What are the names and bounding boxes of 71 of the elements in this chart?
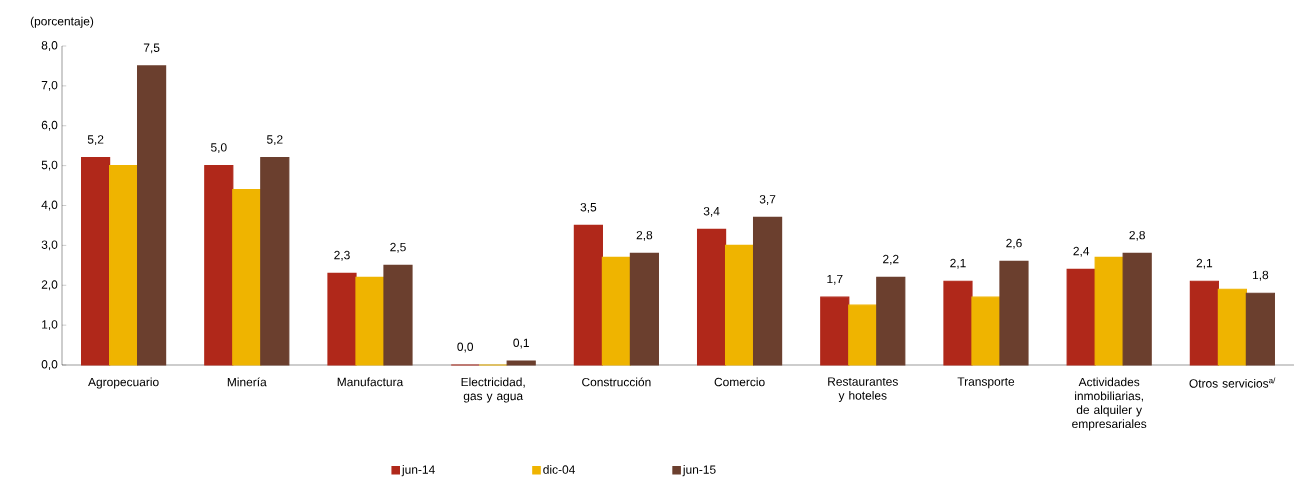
- data-label: 0,0: [457, 342, 474, 353]
- data-label: 3,4: [703, 206, 720, 217]
- data-label: 1,8: [1252, 270, 1269, 281]
- bar: [999, 260, 1029, 366]
- data-label: 7,5: [143, 43, 160, 54]
- data-label: 2,3: [334, 250, 350, 261]
- data-label: 0,1: [513, 338, 529, 349]
- bar: [1066, 268, 1096, 366]
- data-label: 2,8: [636, 230, 653, 241]
- data-label: 2,6: [1006, 238, 1022, 249]
- bar: [1094, 256, 1124, 366]
- x-tick-label: Electricidad, gas y agua: [461, 377, 525, 403]
- y-tick-label: 4,0: [41, 200, 58, 211]
- bar: [876, 276, 906, 366]
- y-tick-label: 2,0: [41, 280, 58, 291]
- data-label: 5,0: [210, 143, 227, 154]
- legend-label: dic-04: [543, 465, 575, 474]
- data-label: 5,2: [87, 135, 104, 146]
- y-tick-label: 6,0: [41, 120, 58, 131]
- bar: [109, 165, 139, 366]
- bar: [1217, 288, 1247, 366]
- bar: [820, 296, 850, 366]
- y-tick-label: 3,0: [41, 240, 58, 251]
- bar: [752, 216, 783, 366]
- data-label: 1,7: [827, 274, 843, 285]
- x-tick-label: Transporte: [957, 377, 1015, 389]
- y-tick-label: 1,0: [42, 320, 58, 331]
- x-tick-label: Comercio: [714, 377, 765, 387]
- bar: [81, 157, 111, 366]
- y-tick-label: 7,0: [41, 80, 58, 91]
- bar: [848, 304, 878, 366]
- y-axis-title: (porcentaje): [30, 16, 94, 28]
- x-tick-label: Actividades inmobiliarias, de alquiler y empresariales: [1072, 377, 1147, 431]
- bar: [601, 256, 631, 366]
- x-tick-label: Manufactura: [337, 377, 404, 387]
- y-tick-label: 0,0: [41, 360, 58, 370]
- bar: [696, 228, 727, 366]
- data-label: 2,1: [1196, 258, 1213, 269]
- y-tick-label: 8,0: [41, 41, 58, 51]
- bar: [943, 280, 973, 366]
- legend-label: jun-14: [401, 465, 435, 477]
- bar: [137, 65, 167, 366]
- bar: [724, 244, 755, 366]
- bar: [1189, 280, 1219, 366]
- bar: [971, 296, 1001, 366]
- legend-label: jun-15: [682, 465, 716, 477]
- bar: [260, 157, 290, 366]
- bar: [1122, 252, 1152, 366]
- bar: [629, 252, 659, 366]
- bar: [327, 272, 357, 366]
- bar: [506, 360, 536, 366]
- x-tick-label: Agropecuario: [88, 377, 159, 389]
- y-tick-label: 5,0: [41, 160, 58, 171]
- data-label: 2,2: [883, 254, 899, 265]
- bar: [573, 224, 603, 366]
- data-label: 2,5: [390, 242, 406, 253]
- x-tick-label: Restaurantes y hoteles: [828, 377, 898, 403]
- x-tick-label: Otros servicios$^{a/}$: [1189, 377, 1276, 388]
- bar: [383, 264, 413, 366]
- bar: [355, 276, 385, 366]
- data-label: 2,1: [950, 258, 966, 269]
- data-label: 3,7: [759, 195, 776, 205]
- x-tick-label: Construcción: [582, 377, 651, 387]
- data-label: 2,4: [1073, 246, 1090, 257]
- data-label: 3,5: [580, 202, 597, 213]
- x-tick-label: Minería: [227, 377, 267, 387]
- bar: [204, 165, 234, 366]
- data-label: 5,2: [266, 135, 283, 146]
- data-label: 2,8: [1129, 230, 1145, 241]
- bar: [1245, 292, 1275, 366]
- bar: [232, 188, 262, 366]
